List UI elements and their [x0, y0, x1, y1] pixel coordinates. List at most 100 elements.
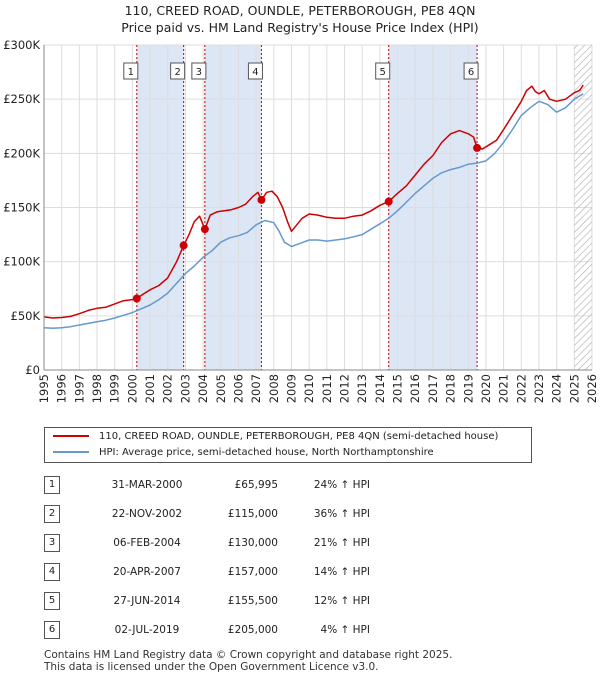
y-tick-label: £250K: [3, 92, 40, 106]
x-tick-label: 2014: [373, 374, 387, 403]
sale-date: 31-MAR-2000: [111, 478, 183, 491]
x-tick-label: 2015: [391, 374, 405, 403]
property-price-line: [43, 84, 584, 319]
x-tick-label: 2002: [161, 374, 175, 403]
legend-item-property: 110, CREED ROAD, OUNDLE, PETERBOROUGH, P…: [53, 429, 498, 444]
x-tick-label: 2023: [532, 374, 546, 403]
sale-point: [384, 197, 393, 206]
sale-marker-box: [247, 62, 263, 80]
sale-number: 1: [44, 475, 60, 494]
legend-label-property: 110, CREED ROAD, OUNDLE, PETERBOROUGH, P…: [99, 431, 499, 442]
sale-point: [473, 143, 482, 152]
x-tick-label: 2011: [320, 374, 334, 403]
x-tick-label: 1997: [72, 374, 86, 403]
y-tick-label: £150K: [3, 201, 40, 215]
x-tick-label: 2005: [214, 374, 228, 403]
x-tick-label: 2012: [338, 374, 352, 403]
hpi-line: [43, 93, 584, 330]
sale-hpi-change: 24% ↑ HPI: [313, 478, 370, 491]
forecast-hatch: [574, 45, 592, 370]
sale-price: £157,000: [227, 565, 278, 578]
x-tick-label: 2000: [125, 374, 139, 403]
sale-marker-label: 3: [196, 67, 202, 78]
sale-marker-label: 6: [468, 67, 474, 78]
sale-marker-box: [463, 62, 479, 80]
sale-marker-label: 1: [128, 67, 134, 78]
y-tick-label: £300K: [3, 38, 40, 52]
footer-copyright: Contains HM Land Registry data © Crown c…: [44, 649, 453, 661]
sale-hpi-change: 21% ↑ HPI: [313, 536, 370, 549]
x-tick-label: 2018: [444, 374, 458, 403]
sale-number: 2: [44, 504, 60, 523]
x-tick-label: 2010: [302, 374, 316, 403]
sale-date: 06-FEB-2004: [113, 536, 181, 549]
chart-subtitle: Price paid vs. HM Land Registry's House …: [121, 20, 479, 35]
legend-swatch-hpi: [53, 451, 89, 453]
footer-licence: This data is licensed under the Open Gov…: [44, 661, 379, 673]
x-tick-label: 2001: [143, 374, 157, 403]
sale-date: 02-JUL-2019: [114, 623, 180, 636]
x-tick-label: 1995: [37, 374, 51, 403]
sale-point: [179, 241, 188, 250]
x-tick-label: 2026: [585, 374, 599, 403]
sale-point: [132, 294, 141, 303]
sale-price: £115,000: [227, 507, 278, 520]
y-tick-label: £50K: [11, 309, 41, 323]
x-tick-label: 1999: [108, 374, 122, 403]
sale-price: £65,995: [234, 478, 278, 491]
sale-number: 6: [44, 620, 60, 639]
sale-date: 27-JUN-2014: [113, 594, 181, 607]
x-tick-label: 2013: [355, 374, 369, 403]
x-tick-label: 2007: [249, 374, 263, 403]
footer: Contains HM Land Registry data © Crown c…: [44, 649, 452, 673]
legend-swatch-property: [53, 435, 89, 437]
sale-row: 5 27-JUN-2014 £155,500 12% ↑ HPI: [44, 586, 370, 615]
y-tick-label: £200K: [3, 146, 40, 160]
chart-title: 110, CREED ROAD, OUNDLE, PETERBOROUGH, P…: [124, 3, 476, 18]
sale-marker-box: [375, 62, 391, 80]
sale-hpi-change: 12% ↑ HPI: [313, 594, 370, 607]
x-tick-label: 1998: [90, 374, 104, 403]
x-tick-label: 1996: [55, 374, 69, 403]
sale-date: 20-APR-2007: [113, 565, 181, 578]
x-tick-label: 2020: [479, 374, 493, 403]
sale-price: £205,000: [227, 623, 278, 636]
x-tick-label: 2016: [408, 374, 422, 403]
sale-point: [257, 195, 266, 204]
x-tick-label: 2025: [567, 374, 581, 403]
x-tick-label: 2024: [550, 374, 564, 403]
sale-row: 3 06-FEB-2004 £130,000 21% ↑ HPI: [44, 528, 370, 557]
sale-marker-label: 5: [380, 67, 386, 78]
x-tick-label: 2008: [267, 374, 281, 403]
legend-item-hpi: HPI: Average price, semi-detached house,…: [53, 445, 434, 460]
sale-row: 4 20-APR-2007 £157,000 14% ↑ HPI: [44, 557, 370, 586]
x-tick-label: 2004: [196, 374, 210, 403]
x-tick-label: 2019: [461, 374, 475, 403]
sale-row: 2 22-NOV-2002 £115,000 36% ↑ HPI: [44, 499, 370, 528]
sale-number: 5: [44, 591, 60, 610]
sales-table: 1 31-MAR-2000 £65,995 24% ↑ HPI 2 22-NOV-2002…: [44, 470, 370, 644]
x-tick-label: 2017: [426, 374, 440, 403]
sale-row: 1 31-MAR-2000 £65,995 24% ↑ HPI: [44, 470, 370, 499]
x-tick-label: 2022: [514, 374, 528, 403]
sale-date: 22-NOV-2002: [111, 507, 183, 520]
sale-hpi-change: 14% ↑ HPI: [313, 565, 370, 578]
sale-marker-label: 4: [252, 67, 258, 78]
sale-row: 6 02-JUL-2019 £205,000 4% ↑ HPI: [44, 615, 370, 644]
sale-number: 4: [44, 562, 60, 581]
sale-number: 3: [44, 533, 60, 552]
legend-label-hpi: HPI: Average price, semi-detached house,…: [99, 447, 434, 458]
legend: 110, CREED ROAD, OUNDLE, PETERBOROUGH, P…: [44, 427, 532, 463]
sale-hpi-change: 36% ↑ HPI: [313, 507, 370, 520]
sale-marker-box: [170, 62, 186, 80]
sale-marker-label: 2: [174, 67, 180, 78]
x-tick-label: 2006: [231, 374, 245, 403]
x-tick-label: 2021: [497, 374, 511, 403]
sale-marker-box: [191, 62, 207, 80]
sale-marker-box: [123, 62, 139, 80]
y-tick-label: £0: [25, 363, 40, 377]
sale-point: [200, 225, 209, 234]
sale-hpi-change: 4% ↑ HPI: [320, 623, 370, 636]
sale-price: £130,000: [227, 536, 278, 549]
price-chart: 1 2 3 4 5 6 £0 £50K £100K £150K £200K £250K £300K 19…: [3, 38, 599, 403]
